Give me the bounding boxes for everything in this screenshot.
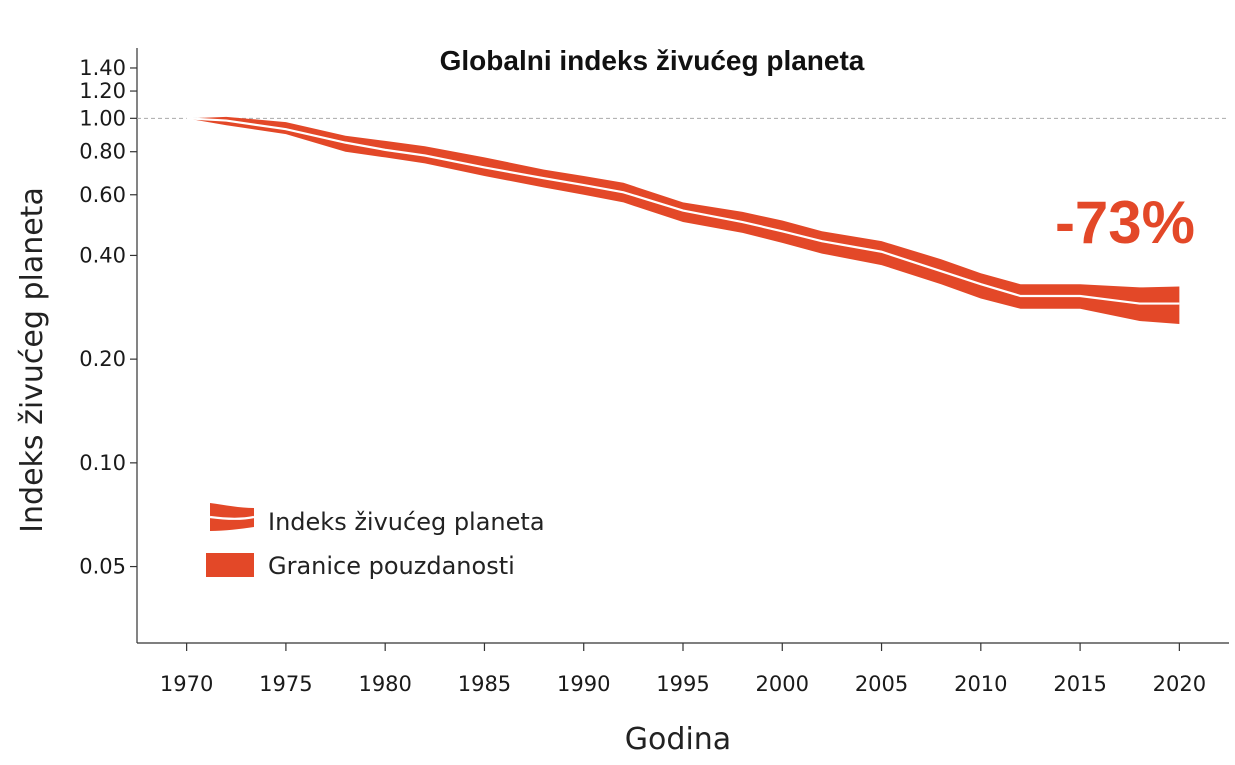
y-tick-label: 0.05 xyxy=(79,555,126,579)
x-tick-label: 2015 xyxy=(1053,672,1106,696)
legend-ci-swatch xyxy=(206,553,254,577)
y-axis-ticks: 0.05 0.10 0.20 0.40 0.60 0.80 1.00 1.201.40 xyxy=(79,56,137,579)
y-tick-label: 0.40 xyxy=(79,243,126,267)
index-line xyxy=(186,117,1180,305)
y-axis-label: Indeks živućeg planeta xyxy=(15,187,50,533)
y-tick-label: 1.20 xyxy=(79,79,126,103)
y-tick-label: 0.60 xyxy=(79,183,126,207)
x-axis-ticks: 1970 1975 1980 1985 1990 1995 2000 2005 2010 2015… xyxy=(160,643,1206,696)
y-tick-label: 0.80 xyxy=(79,140,126,164)
x-tick-label: 1995 xyxy=(656,672,709,696)
x-tick-label: 1980 xyxy=(358,672,411,696)
legend-label-ci: Granice pouzdanosti xyxy=(268,552,515,580)
x-tick-label: 2010 xyxy=(954,672,1007,696)
legend-index-swatch xyxy=(209,503,255,531)
chart-title: Globalni indeks živućeg planeta xyxy=(440,45,865,76)
x-tick-label: 1985 xyxy=(458,672,511,696)
x-tick-label: 2005 xyxy=(855,672,908,696)
x-tick-label: 1970 xyxy=(160,672,213,696)
y-tick-label: 0.10 xyxy=(79,451,126,475)
y-tick-label: 1.40 xyxy=(79,56,126,80)
x-tick-label: 2000 xyxy=(756,672,809,696)
y-tick-label: 1.00 xyxy=(79,106,126,130)
x-tick-label: 2020 xyxy=(1153,672,1206,696)
y-tick-label: 0.20 xyxy=(79,347,126,371)
x-axis-label: Godina xyxy=(625,722,731,757)
legend: Indeks živućeg planeta Granice pouzdanos… xyxy=(206,503,545,580)
legend-label-index: Indeks živućeg planeta xyxy=(268,508,545,536)
x-tick-label: 1990 xyxy=(557,672,610,696)
change-annotation: -73% xyxy=(1055,189,1195,256)
confidence-band xyxy=(186,116,1180,324)
x-tick-label: 1975 xyxy=(259,672,312,696)
